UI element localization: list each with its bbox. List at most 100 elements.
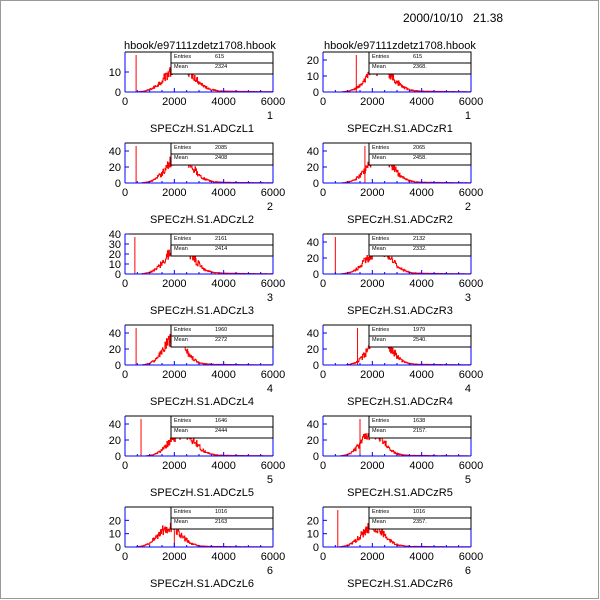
histogram-id-number: 6 bbox=[465, 565, 471, 577]
stats-entries-label: Entries bbox=[174, 509, 191, 515]
x-tick-label: 4000 bbox=[211, 460, 235, 472]
y-tick-label: 40 bbox=[307, 419, 319, 431]
histogram-panel: 0 2000 4000 6000 0 20 40 Entries 2085 Mean 2408 2 SP… bbox=[109, 142, 285, 226]
y-tick-label: 10 bbox=[109, 529, 121, 541]
y-tick-label: 0 bbox=[313, 360, 319, 372]
histogram-title: SPECzH.S1.ADCzL6 bbox=[150, 578, 254, 590]
stats-entries-label: Entries bbox=[372, 236, 389, 242]
histogram-panel: 0 2000 4000 6000 0 20 40 Entries 2132 Mean 2332. 3S… bbox=[307, 233, 483, 317]
stats-mean-value: 2163 bbox=[215, 519, 227, 525]
histogram-title: SPECzH.S1.ADCzR6 bbox=[347, 578, 453, 590]
x-tick-label: 6000 bbox=[459, 187, 483, 199]
datetime-stamp: 2000/10/10 21.38 bbox=[403, 11, 503, 25]
stats-mean-value: 2272 bbox=[215, 337, 227, 343]
x-tick-label: 0 bbox=[122, 369, 128, 381]
x-tick-label: 4000 bbox=[409, 551, 433, 563]
stats-mean-value: 2368. bbox=[413, 64, 427, 70]
histogram-id-number: 5 bbox=[267, 474, 273, 486]
histogram-title: SPECzH.S1.ADCzR1 bbox=[347, 123, 453, 135]
stats-mean-label: Mean bbox=[174, 155, 188, 161]
histogram-title: SPECzH.S1.ADCzR3 bbox=[347, 305, 453, 317]
histogram-title: SPECzH.S1.ADCzL4 bbox=[150, 396, 254, 408]
stats-mean-value: 2157. bbox=[413, 428, 427, 434]
histogram-id-number: 4 bbox=[465, 383, 471, 395]
x-tick-label: 6000 bbox=[261, 551, 285, 563]
stats-mean-label: Mean bbox=[174, 337, 188, 343]
stats-entries-value: 1960 bbox=[215, 327, 227, 333]
stats-mean-label: Mean bbox=[372, 155, 386, 161]
y-tick-label: 40 bbox=[109, 328, 121, 340]
stats-entries-label: Entries bbox=[372, 418, 389, 424]
x-tick-label: 2000 bbox=[162, 278, 186, 290]
histogram-panel: 0 2000 4000 6000 0 10 20 Entries 615 Mean 2368. 1 SP… bbox=[307, 51, 483, 135]
histogram-id-number: 2 bbox=[267, 201, 273, 213]
x-tick-label: 6000 bbox=[261, 460, 285, 472]
y-tick-label: 40 bbox=[307, 237, 319, 249]
histogram-id-number: 4 bbox=[267, 383, 273, 395]
y-tick-label: 20 bbox=[109, 249, 121, 261]
x-tick-label: 6000 bbox=[261, 278, 285, 290]
stats-entries-label: Entries bbox=[372, 54, 389, 60]
x-tick-label: 4000 bbox=[409, 96, 433, 108]
stats-mean-value: 2444 bbox=[215, 428, 227, 434]
histogram-title: SPECzH.S1.ADCzL2 bbox=[150, 214, 254, 226]
histogram-id-number: 3 bbox=[267, 292, 273, 304]
x-tick-label: 0 bbox=[122, 551, 128, 563]
stats-entries-value: 1979 bbox=[413, 327, 425, 333]
y-tick-label: 20 bbox=[109, 515, 121, 527]
histogram-id-number: 2 bbox=[465, 201, 471, 213]
histogram-title: SPECzH.S1.ADCzL3 bbox=[150, 305, 254, 317]
x-tick-label: 4000 bbox=[409, 278, 433, 290]
histogram-panel: 0 2000 4000 6000 0 20 40 Entries 1638 Mean 2157. 5S… bbox=[307, 415, 483, 499]
y-tick-label: 40 bbox=[307, 328, 319, 340]
x-tick-label: 2000 bbox=[360, 551, 384, 563]
x-tick-label: 2000 bbox=[360, 369, 384, 381]
x-tick-label: 2000 bbox=[162, 551, 186, 563]
x-tick-label: 6000 bbox=[459, 369, 483, 381]
x-tick-label: 2000 bbox=[162, 96, 186, 108]
y-tick-label: 20 bbox=[307, 515, 319, 527]
x-tick-label: 0 bbox=[320, 369, 326, 381]
histogram-id-number: 5 bbox=[465, 474, 471, 486]
x-tick-label: 6000 bbox=[261, 96, 285, 108]
y-tick-label: 0 bbox=[313, 542, 319, 554]
stats-mean-label: Mean bbox=[174, 519, 188, 525]
x-tick-label: 6000 bbox=[261, 369, 285, 381]
x-tick-label: 4000 bbox=[409, 460, 433, 472]
y-tick-label: 10 bbox=[109, 67, 121, 79]
histogram-id-number: 1 bbox=[267, 110, 273, 122]
stats-mean-label: Mean bbox=[372, 64, 386, 70]
x-tick-label: 4000 bbox=[211, 551, 235, 563]
stats-entries-label: Entries bbox=[372, 509, 389, 515]
x-tick-label: 2000 bbox=[360, 187, 384, 199]
histogram-id-number: 6 bbox=[267, 565, 273, 577]
x-tick-label: 0 bbox=[320, 551, 326, 563]
y-tick-label: 20 bbox=[109, 344, 121, 356]
stats-entries-value: 2132 bbox=[413, 236, 425, 242]
y-tick-label: 10 bbox=[307, 529, 319, 541]
x-tick-label: 6000 bbox=[459, 460, 483, 472]
stats-mean-label: Mean bbox=[174, 428, 188, 434]
stats-entries-label: Entries bbox=[174, 54, 191, 60]
x-tick-label: 4000 bbox=[211, 96, 235, 108]
y-tick-label: 0 bbox=[115, 87, 121, 99]
stats-mean-label: Mean bbox=[372, 428, 386, 434]
x-tick-label: 2000 bbox=[360, 460, 384, 472]
y-tick-label: 10 bbox=[307, 71, 319, 83]
histogram-id-number: 1 bbox=[465, 110, 471, 122]
stats-entries-value: 2065 bbox=[413, 145, 425, 151]
x-tick-label: 6000 bbox=[459, 551, 483, 563]
y-tick-label: 20 bbox=[307, 162, 319, 174]
stats-entries-value: 1646 bbox=[215, 418, 227, 424]
x-tick-label: 2000 bbox=[162, 187, 186, 199]
histogram-panel: 0 2000 4000 6000 010 20 Entries 1016 Mean 2163 6 SP… bbox=[109, 506, 285, 590]
x-tick-label: 0 bbox=[320, 96, 326, 108]
stats-mean-label: Mean bbox=[372, 337, 386, 343]
x-tick-label: 0 bbox=[122, 460, 128, 472]
y-tick-label: 20 bbox=[307, 344, 319, 356]
x-tick-label: 0 bbox=[320, 278, 326, 290]
y-tick-label: 0 bbox=[115, 269, 121, 281]
right-column-file-title: hbook/e97111zdetz1708.hbook bbox=[324, 40, 476, 52]
y-tick-label: 20 bbox=[307, 435, 319, 447]
